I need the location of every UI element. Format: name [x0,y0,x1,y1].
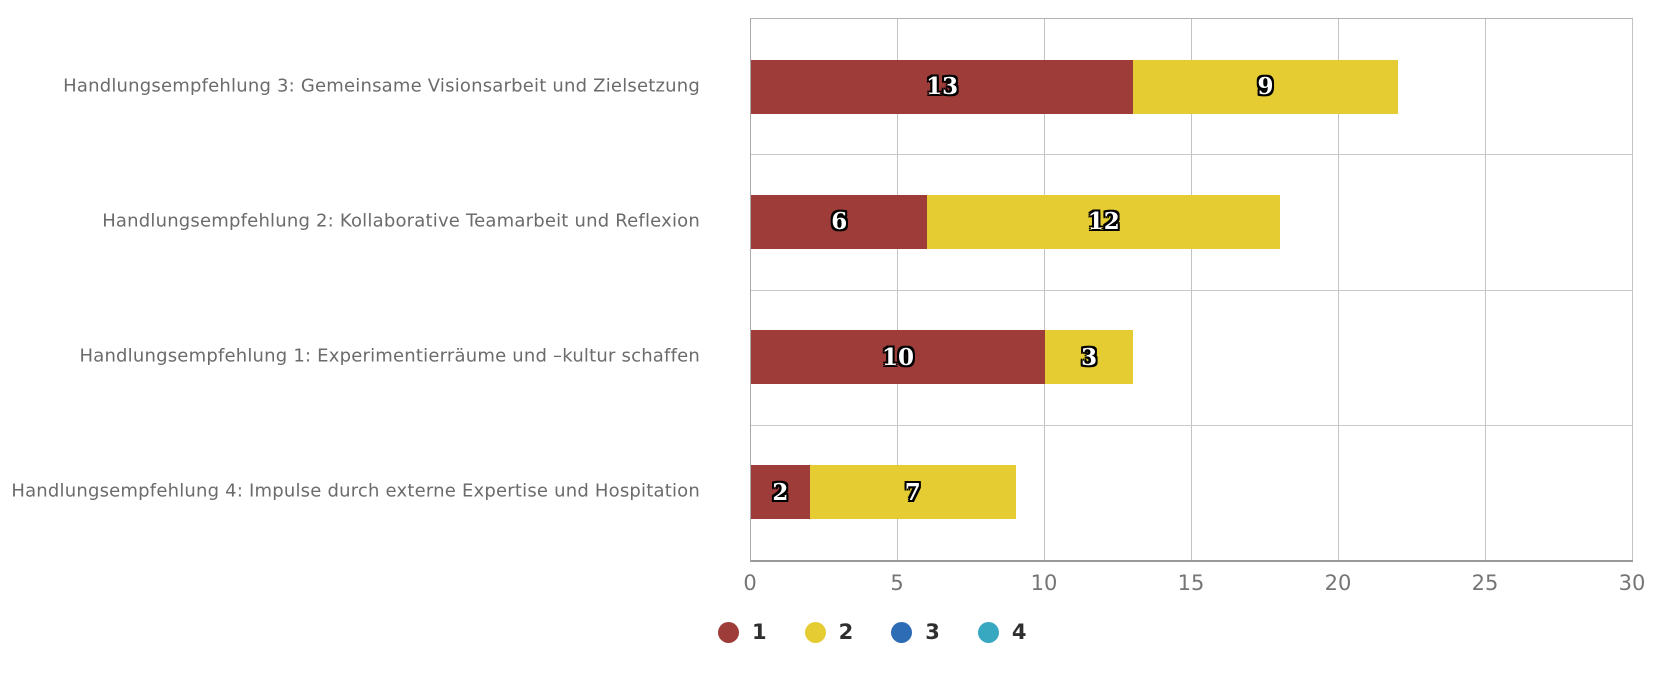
bar-value-label: 12 [1087,208,1120,236]
legend-item[interactable]: 1 [718,620,767,644]
plot-area: 13 9 6 12 10 3 2 7 [750,18,1633,562]
x-tick-label: 10 [1030,571,1058,595]
x-tick-label: 0 [743,571,757,595]
horizontal-gridline [751,154,1633,156]
category-axis: Handlungsempfehlung 3: Gemeinsame Vision… [0,18,700,559]
x-tick-label: 30 [1618,571,1646,595]
legend-swatch-icon [977,621,999,643]
x-tick-label: 20 [1324,571,1352,595]
bar-segment[interactable]: 6 [751,194,928,249]
category-label: Handlungsempfehlung 1: Experimentierräum… [79,345,700,367]
x-tick-label: 25 [1471,571,1499,595]
legend-label: 4 [1011,620,1027,644]
horizontal-gridline [751,289,1633,291]
legend-label: 1 [752,620,767,644]
bar-row: 6 12 [751,194,1281,249]
bar-value-label: 13 [926,73,959,101]
bar-segment[interactable]: 9 [1133,59,1398,114]
x-tick-label: 5 [890,571,904,595]
bar-row: 13 9 [751,59,1398,114]
legend-swatch-icon [891,621,913,643]
bar-segment[interactable]: 10 [751,330,1045,385]
bar-segment[interactable]: 3 [1045,330,1134,385]
bar-segment[interactable]: 7 [809,465,1016,520]
legend: 1 2 3 4 [718,620,1027,644]
legend-swatch-icon [718,621,739,643]
category-label: Handlungsempfehlung 3: Gemeinsame Vision… [63,75,700,97]
bar-value-label: 3 [1081,343,1098,371]
legend-swatch-icon [804,621,826,643]
legend-label: 2 [838,620,854,644]
legend-item[interactable]: 3 [891,620,940,644]
bar-value-label: 7 [904,478,921,506]
horizontal-gridline [751,424,1633,426]
x-tick-label: 15 [1177,571,1205,595]
bar-value-label: 2 [772,478,789,506]
legend-label: 3 [925,620,940,644]
x-axis: 0 5 10 15 20 25 30 [743,571,1645,601]
bar-row: 10 3 [751,330,1134,385]
bar-value-label: 6 [831,208,848,236]
bar-segment[interactable]: 13 [751,59,1134,114]
bar-value-label: 9 [1257,73,1274,101]
legend-item[interactable]: 2 [804,620,854,644]
bar-segment[interactable]: 2 [751,465,810,520]
legend-item[interactable]: 4 [977,620,1027,644]
bar-segment[interactable]: 12 [927,194,1281,249]
bar-value-label: 10 [881,343,914,371]
category-label: Handlungsempfehlung 4: Impulse durch ext… [11,480,700,502]
category-label: Handlungsempfehlung 2: Kollaborative Tea… [102,210,700,232]
